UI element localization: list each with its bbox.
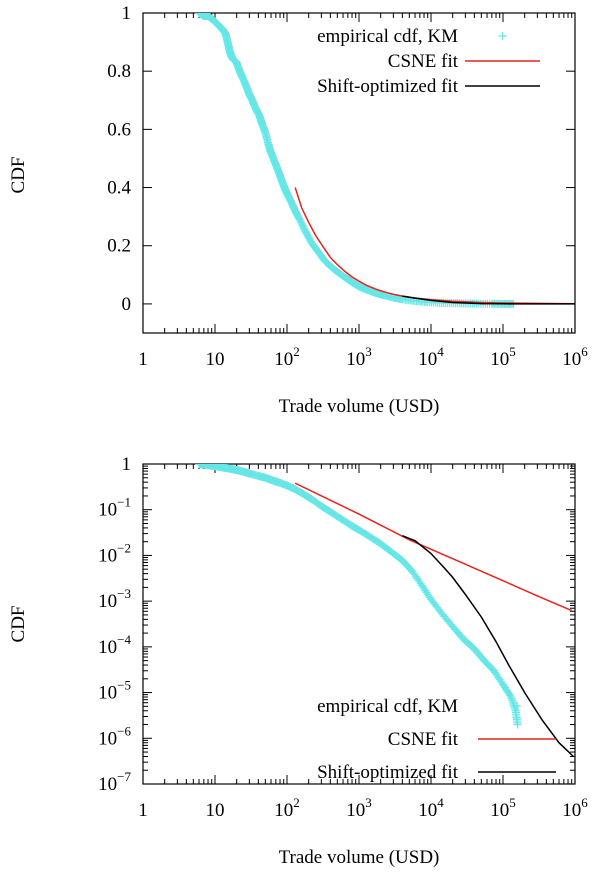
x-tick-label: 103	[346, 795, 372, 821]
x-tick-label: 1	[138, 800, 148, 821]
plot-area	[195, 13, 575, 308]
plot-area	[195, 464, 574, 758]
empirical-series	[195, 13, 518, 308]
y-tick-label: 1	[122, 3, 132, 24]
y-tick-label: 0	[122, 294, 132, 315]
y-tick-label: 1	[122, 454, 132, 475]
x-axis-label: Trade volume (USD)	[279, 396, 440, 417]
cdf-linear-chart: 1 10 102 103 104 105 106 0 0.2 0.4 0.6 0.8 1 Trade vo…	[8, 3, 588, 417]
y-tick-label: 10−2	[98, 540, 131, 566]
shift-optimized-fit-line	[402, 295, 575, 305]
legend-label: Shift-optimized fit	[317, 76, 459, 97]
legend-marker	[498, 32, 507, 40]
legend-label: empirical cdf, KM	[317, 26, 458, 47]
x-tick-label: 104	[418, 795, 444, 821]
x-tick-label: 10	[206, 800, 225, 821]
y-tick-label: 10−7	[98, 769, 131, 795]
x-tick-label: 102	[274, 795, 300, 821]
shift-optimized-fit-line	[402, 535, 574, 758]
x-tick-label: 1	[138, 349, 148, 370]
legend: empirical cdf, KM CSNE fit Shift-optimized…	[317, 696, 556, 783]
y-axis-label: CDF	[8, 606, 29, 643]
x-tick-label: 105	[490, 344, 516, 370]
y-tick-label: 0.4	[107, 178, 131, 199]
csne-fit-line	[294, 482, 572, 612]
x-tick-label: 105	[490, 795, 516, 821]
data-point	[513, 720, 522, 729]
csne-fit-line	[294, 187, 575, 305]
y-axis-label: CDF	[8, 157, 29, 194]
legend-label: empirical cdf, KM	[317, 696, 458, 717]
plot-frame	[142, 463, 576, 785]
data-point	[195, 464, 204, 468]
x-tick-label: 10	[206, 349, 225, 370]
y-tick-label: 0.2	[107, 236, 131, 257]
y-tick-label: 10−1	[98, 495, 131, 521]
y-tick-label: 10−3	[98, 586, 131, 612]
x-tick-label: 106	[562, 344, 588, 370]
y-tick-label: 10−6	[98, 723, 131, 749]
y-tick-label: 0.6	[107, 119, 131, 140]
y-tick-label: 0.8	[107, 61, 131, 82]
legend-label: CSNE fit	[388, 729, 459, 750]
legend-label: CSNE fit	[388, 51, 459, 72]
x-tick-label: 103	[346, 344, 372, 370]
x-tick-label: 102	[274, 344, 300, 370]
x-tick-label: 104	[418, 344, 444, 370]
x-axis-label: Trade volume (USD)	[279, 847, 440, 868]
legend-marker	[513, 702, 521, 710]
legend: empirical cdf, KM CSNE fit Shift-optimized…	[317, 26, 540, 97]
y-tick-label: 10−5	[98, 678, 131, 704]
empirical-series	[195, 464, 522, 729]
cdf-log-chart: 1 10 102 103 104 105 106 1 10−1 10−2 10−3 10−4 10−5 1…	[8, 454, 588, 868]
y-tick-label: 10−4	[98, 632, 131, 658]
x-tick-label: 106	[562, 795, 588, 821]
data-point	[506, 691, 515, 700]
legend-label: Shift-optimized fit	[317, 762, 459, 783]
